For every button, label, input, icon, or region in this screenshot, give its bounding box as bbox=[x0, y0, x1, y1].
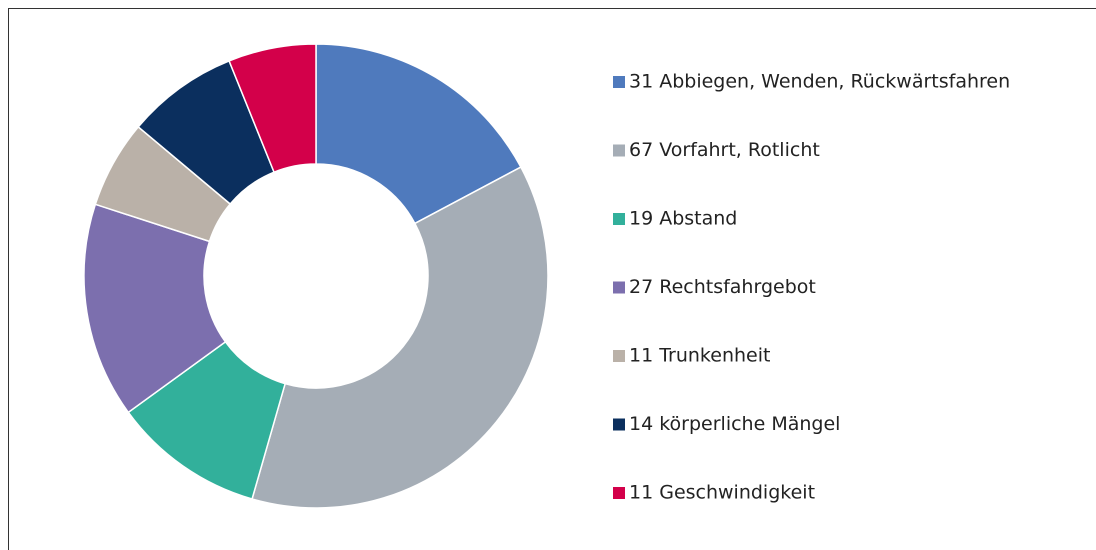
legend-swatch bbox=[613, 76, 625, 88]
legend-label: 67 Vorfahrt, Rotlicht bbox=[629, 139, 820, 161]
legend-swatch bbox=[613, 350, 625, 362]
legend-label: 14 körperliche Mängel bbox=[629, 413, 840, 435]
legend-label: 31 Abbiegen, Wenden, Rückwärtsfahren bbox=[629, 71, 1010, 93]
legend-label: 27 Rechtsfahrgebot bbox=[629, 276, 816, 298]
donut-slice bbox=[83, 203, 227, 414]
donut-slice bbox=[315, 43, 522, 225]
donut-slice bbox=[228, 43, 317, 174]
legend-swatch bbox=[613, 213, 625, 225]
legend-label: 19 Abstand bbox=[629, 208, 737, 230]
legend-swatch bbox=[613, 418, 625, 431]
legend-swatch bbox=[613, 487, 625, 499]
legend-swatch bbox=[613, 144, 625, 157]
chart-frame bbox=[8, 8, 1096, 550]
legend-label: 11 Geschwindigkeit bbox=[629, 482, 815, 504]
donut-slice bbox=[251, 166, 549, 509]
legend-swatch bbox=[613, 281, 625, 294]
legend-label: 11 Trunkenheit bbox=[629, 345, 770, 367]
